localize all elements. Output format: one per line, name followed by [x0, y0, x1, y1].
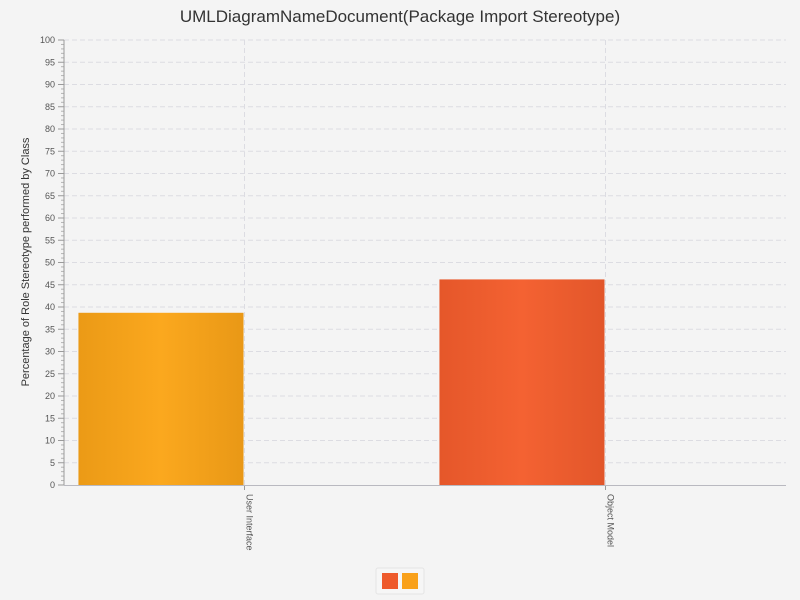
y-tick-label: 90 [45, 80, 55, 90]
y-tick-label: 100 [40, 35, 55, 45]
x-tick-label: User Interface [245, 494, 255, 551]
grid-lines [64, 39, 786, 485]
bar [78, 312, 244, 485]
axes [58, 39, 786, 490]
y-tick-label: 5 [50, 458, 55, 468]
legend-swatch [382, 573, 398, 589]
bars [78, 279, 605, 485]
y-tick-label: 25 [45, 369, 55, 379]
y-tick-label: 85 [45, 102, 55, 112]
legend-swatch [402, 573, 418, 589]
y-tick-label: 0 [50, 480, 55, 490]
y-tick-label: 95 [45, 57, 55, 67]
y-tick-label: 40 [45, 302, 55, 312]
y-tick-label: 60 [45, 213, 55, 223]
y-tick-label: 15 [45, 413, 55, 423]
axis-labels: 0 5 10 15 20 25 30 35 40 45 50 55 60 65 70 75 80 85 90 95 10… [40, 35, 616, 551]
chart-title: UMLDiagramNameDocument(Package Import St… [179, 7, 621, 26]
y-tick-label: 35 [45, 324, 55, 334]
y-tick-label: 55 [45, 235, 55, 245]
y-tick-label: 20 [45, 391, 55, 401]
y-axis-title: Percentage of Role Stereotype performed … [20, 137, 32, 386]
y-tick-label: 50 [45, 258, 55, 268]
bar [439, 279, 605, 485]
y-tick-label: 80 [45, 124, 55, 134]
y-tick-label: 75 [45, 146, 55, 156]
y-tick-label: 65 [45, 191, 55, 201]
y-tick-label: 45 [45, 280, 55, 290]
x-tick-label: Object Model [606, 494, 616, 547]
y-tick-label: 10 [45, 436, 55, 446]
y-tick-label: 70 [45, 169, 55, 179]
y-tick-label: 30 [45, 347, 55, 357]
legend [375, 567, 425, 595]
